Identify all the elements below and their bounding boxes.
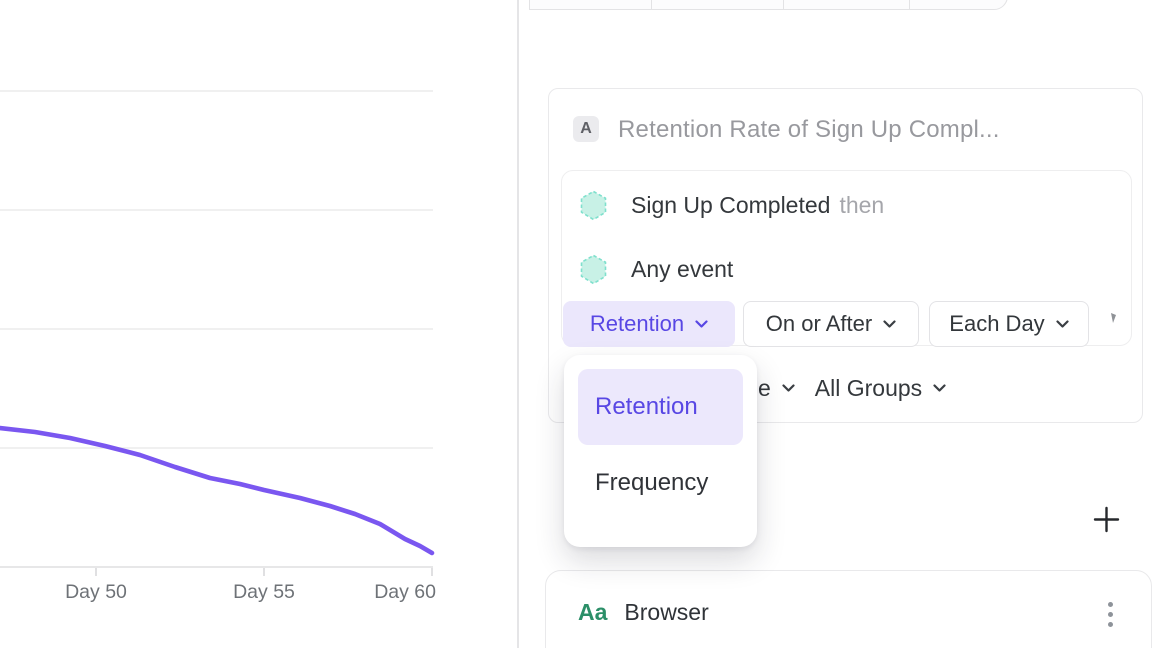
event-name: Sign Up Completed <box>631 191 831 218</box>
measured-as-dropdown[interactable]: Retention <box>563 301 735 347</box>
retention-chart: Day 50 Day 55 Day 60 <box>0 90 436 603</box>
x-axis-tick-label: Day 55 <box>233 581 295 603</box>
x-axis-tick-label: Day 60 <box>374 581 436 603</box>
retention-line <box>0 425 435 556</box>
all-groups-dropdown[interactable]: All Groups <box>814 374 923 401</box>
event-suffix-then: then <box>839 191 885 218</box>
clipped-dropdown-label[interactable]: e <box>758 374 771 401</box>
menu-item-retention[interactable]: Retention <box>578 369 743 445</box>
interval-dropdown[interactable]: Each Day <box>929 301 1089 347</box>
chevron-down-icon <box>1056 320 1069 328</box>
event-row-sign-up-completed[interactable]: Sign Up Completed then <box>580 188 884 222</box>
chevron-down-icon <box>883 320 896 328</box>
chevron-down-icon <box>695 320 708 328</box>
clipped-tab-segment[interactable] <box>909 0 1007 9</box>
metric-label-badge: A <box>573 116 599 142</box>
on-or-after-dropdown[interactable]: On or After <box>743 301 919 347</box>
event-row-any-event[interactable]: Any event <box>580 252 742 286</box>
grouping-row: e All Groups <box>758 370 946 406</box>
retention-chart-panel: Day 50 Day 55 Day 60 <box>0 0 519 648</box>
plus-icon <box>1093 506 1119 532</box>
panel-divider <box>517 0 519 648</box>
property-name: Browser <box>624 599 709 625</box>
clipped-tab-segment[interactable] <box>530 0 651 9</box>
event-name: Any event <box>631 255 734 282</box>
menu-item-frequency[interactable]: Frequency <box>595 469 709 496</box>
event-hexagon-icon <box>580 254 607 284</box>
kebab-dot <box>1108 602 1113 607</box>
on-or-after-value: On or After <box>765 311 873 336</box>
property-row: Aa Browser <box>578 599 709 626</box>
add-button[interactable] <box>1090 503 1122 535</box>
interval-value: Each Day <box>949 311 1045 336</box>
metric-title-input[interactable]: Retention Rate of Sign Up Compl... <box>618 116 1000 143</box>
x-axis-tick-label: Day 50 <box>65 581 127 603</box>
clipped-tab-segment[interactable] <box>783 0 909 9</box>
measured-as-menu: Retention Frequency <box>564 355 757 547</box>
property-card-browser[interactable]: Aa Browser <box>545 570 1152 648</box>
kebab-dot <box>1108 622 1113 627</box>
chevron-down-icon <box>933 384 946 392</box>
clipped-control-fragment-icon <box>1111 313 1116 323</box>
kebab-dot <box>1108 612 1113 617</box>
string-property-type-icon: Aa <box>578 599 608 625</box>
event-hexagon-icon <box>580 190 607 220</box>
event-list-box: Sign Up Completed then Any event Retenti… <box>561 170 1132 347</box>
clipped-tab-strip <box>529 0 1008 10</box>
chevron-down-icon <box>782 384 795 392</box>
clipped-tab-segment[interactable] <box>651 0 783 9</box>
kebab-menu-icon[interactable] <box>1106 600 1115 629</box>
measured-as-value: Retention <box>589 311 685 336</box>
